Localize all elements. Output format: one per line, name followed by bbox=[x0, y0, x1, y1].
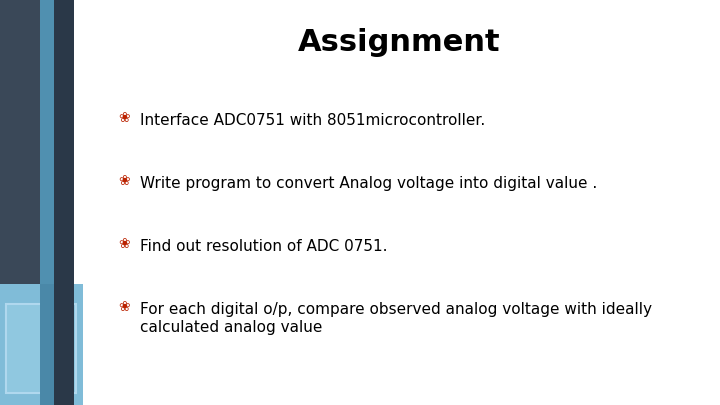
Bar bbox=[0, 284, 83, 405]
Text: ❀: ❀ bbox=[119, 174, 130, 188]
Bar bbox=[83, 0, 720, 405]
Bar bbox=[40, 284, 54, 405]
Text: Write program to convert Analog voltage into digital value .: Write program to convert Analog voltage … bbox=[140, 176, 598, 191]
Text: ❀: ❀ bbox=[119, 111, 130, 126]
Text: For each digital o/p, compare observed analog voltage with ideally
calculated an: For each digital o/p, compare observed a… bbox=[140, 302, 652, 335]
Text: Find out resolution of ADC 0751.: Find out resolution of ADC 0751. bbox=[140, 239, 388, 254]
Bar bbox=[0, 0, 40, 405]
Text: Assignment: Assignment bbox=[298, 28, 501, 58]
Bar bbox=[40, 0, 58, 405]
Bar bbox=[54, 0, 74, 405]
Text: Interface ADC0751 with 8051microcontroller.: Interface ADC0751 with 8051microcontroll… bbox=[140, 113, 486, 128]
Polygon shape bbox=[526, 0, 720, 122]
Text: ❀: ❀ bbox=[119, 300, 130, 314]
Bar bbox=[6, 304, 76, 393]
Text: ❀: ❀ bbox=[119, 237, 130, 251]
Bar bbox=[54, 284, 74, 405]
